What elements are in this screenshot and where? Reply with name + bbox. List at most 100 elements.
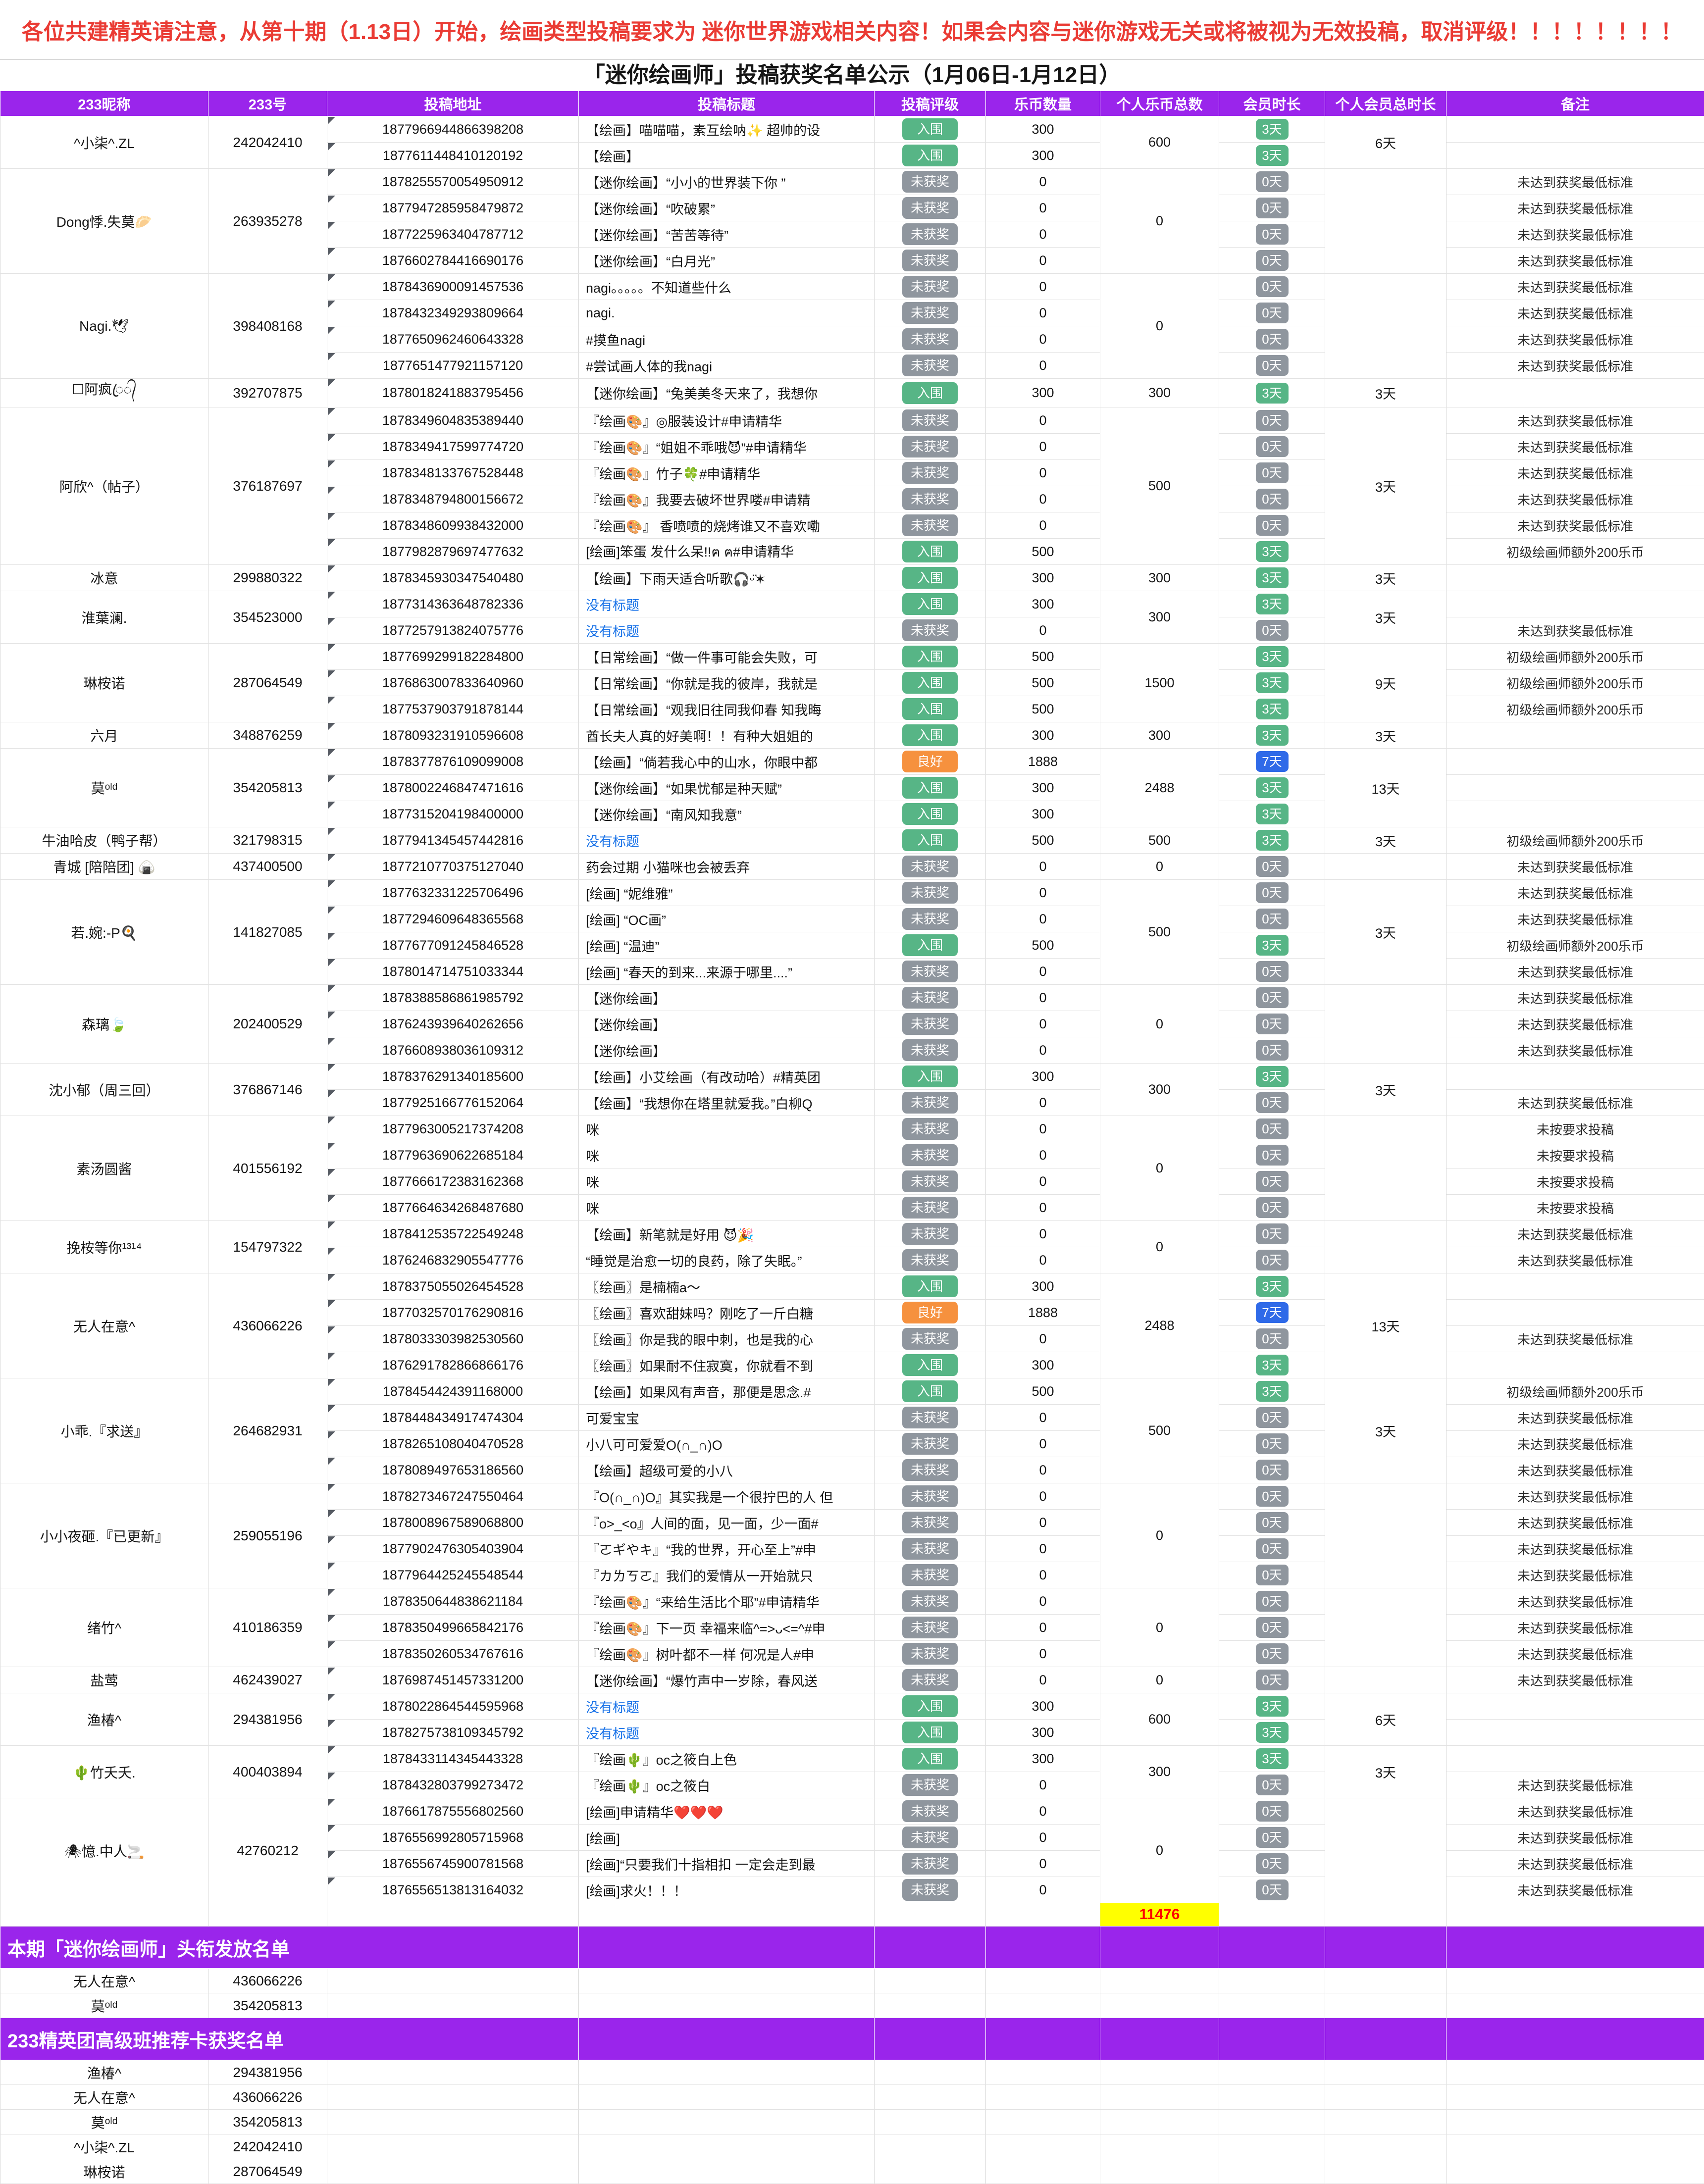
title-cell[interactable]: 『绘画🎨』竹子🍀#申请精华 <box>579 460 875 486</box>
remark-cell[interactable]: 初级绘画师额外200乐币 <box>1446 827 1704 854</box>
rating-cell[interactable]: 入围 <box>875 1378 986 1405</box>
total-member-days-cell[interactable] <box>1325 1221 1446 1273</box>
title-cell[interactable]: 【迷你绘画】“苦苦等待” <box>579 221 875 248</box>
winner-id-cell[interactable]: 287064549 <box>208 2159 327 2184</box>
address-cell[interactable]: 1877982879697477632 <box>327 539 579 565</box>
address-cell[interactable]: 1877925166776152064 <box>327 1090 579 1116</box>
remark-cell[interactable]: 未达到获奖最低标准 <box>1446 248 1704 274</box>
empty-cell[interactable] <box>986 2085 1100 2110</box>
empty-cell[interactable] <box>327 2134 579 2159</box>
title-cell[interactable]: 〖绘画〗如果耐不住寂寞，你就看不到 <box>579 1352 875 1378</box>
member-days-cell[interactable]: 0天 <box>1219 1116 1325 1142</box>
rating-cell[interactable]: 未获奖 <box>875 1195 986 1221</box>
address-cell[interactable]: 1876556513813164032 <box>327 1877 579 1903</box>
col-header-address[interactable]: 投稿地址 <box>327 91 579 116</box>
section-band-cell[interactable] <box>875 1927 986 1969</box>
title-cell[interactable]: 『ㄛギやキ』“我的世界，开心至上”#申 <box>579 1536 875 1562</box>
remark-cell[interactable]: 未达到获奖最低标准 <box>1446 1221 1704 1247</box>
user-id-cell[interactable]: 154797322 <box>208 1221 327 1273</box>
rating-cell[interactable]: 未获奖 <box>875 1510 986 1536</box>
section-band-cell[interactable] <box>579 1927 875 1969</box>
rating-cell[interactable]: 未获奖 <box>875 169 986 195</box>
address-cell[interactable]: 1877677091245846528 <box>327 932 579 959</box>
coins-cell[interactable]: 300 <box>986 801 1100 827</box>
rating-cell[interactable]: 未获奖 <box>875 195 986 221</box>
total-coins-cell[interactable]: 0 <box>1100 854 1219 880</box>
title-link-cell[interactable]: 没有标题 <box>579 617 875 644</box>
remark-cell[interactable]: 未按要求投稿 <box>1446 1195 1704 1221</box>
user-id-cell[interactable]: 437400500 <box>208 854 327 880</box>
total-member-days-cell[interactable]: 3天 <box>1325 379 1446 407</box>
address-cell[interactable]: 1877210770375127040 <box>327 854 579 880</box>
section-header-cell[interactable]: 本期「迷你绘画师」头衔发放名单 <box>0 1927 579 1969</box>
member-days-cell[interactable]: 0天 <box>1219 434 1325 460</box>
address-cell[interactable]: 1878432349293809664 <box>327 300 579 326</box>
coins-cell[interactable]: 300 <box>986 565 1100 591</box>
coins-cell[interactable]: 300 <box>986 775 1100 801</box>
col-header-remark[interactable]: 备注 <box>1446 91 1704 116</box>
rating-cell[interactable]: 入围 <box>875 1273 986 1300</box>
coins-cell[interactable]: 300 <box>986 591 1100 617</box>
nickname-cell[interactable]: 沈小郁（周三回） <box>0 1064 208 1116</box>
empty-cell[interactable] <box>986 1969 1100 1993</box>
remark-cell[interactable]: 未达到获奖最低标准 <box>1446 512 1704 539</box>
coins-cell[interactable]: 0 <box>986 1431 1100 1457</box>
member-days-cell[interactable]: 3天 <box>1219 696 1325 722</box>
rating-cell[interactable]: 未获奖 <box>875 1825 986 1851</box>
remark-cell[interactable]: 初级绘画师额外200乐币 <box>1446 539 1704 565</box>
address-cell[interactable]: 1878454424391168000 <box>327 1378 579 1405</box>
remark-cell[interactable]: 未达到获奖最低标准 <box>1446 617 1704 644</box>
title-cell[interactable]: 【绘画】“我想你在塔里就爱我。”白柳Q <box>579 1090 875 1116</box>
title-cell[interactable]: 【日常绘画】“观我旧往同我仰春 知我晦 <box>579 696 875 722</box>
address-cell[interactable]: 1878349417599774720 <box>327 434 579 460</box>
coins-cell[interactable]: 0 <box>986 1142 1100 1168</box>
address-cell[interactable]: 1878436900091457536 <box>327 274 579 300</box>
total-member-days-cell[interactable]: 3天 <box>1325 722 1446 749</box>
member-days-cell[interactable]: 0天 <box>1219 1641 1325 1667</box>
title-cell[interactable]: 咪 <box>579 1142 875 1168</box>
member-days-cell[interactable]: 0天 <box>1219 169 1325 195</box>
user-id-cell[interactable]: 202400529 <box>208 985 327 1064</box>
member-days-cell[interactable]: 0天 <box>1219 486 1325 512</box>
winner-nickname-cell[interactable]: 琳桉诺 <box>0 2159 208 2184</box>
member-days-cell[interactable]: 0天 <box>1219 326 1325 353</box>
remark-cell[interactable]: 未达到获奖最低标准 <box>1446 1562 1704 1588</box>
rating-cell[interactable]: 未获奖 <box>875 1536 986 1562</box>
title-cell[interactable]: 【迷你绘画】“如果忧郁是种天赋” <box>579 775 875 801</box>
coins-cell[interactable]: 500 <box>986 932 1100 959</box>
section-band-cell[interactable] <box>1325 2018 1446 2060</box>
empty-cell[interactable] <box>1219 2134 1325 2159</box>
empty-cell[interactable] <box>875 1903 986 1927</box>
member-days-cell[interactable]: 0天 <box>1219 1772 1325 1798</box>
title-cell[interactable]: 〖绘画〗喜欢甜妹吗？刚吃了一斤白糖 <box>579 1300 875 1326</box>
empty-cell[interactable] <box>1219 2085 1325 2110</box>
title-cell[interactable]: 【绘画】下雨天适合听歌🎧ᵕ̈✶ <box>579 565 875 591</box>
rating-cell[interactable]: 入围 <box>875 116 986 143</box>
coins-cell[interactable]: 0 <box>986 353 1100 379</box>
title-cell[interactable]: 『绘画🎨』“来给生活比个耶”#申请精华 <box>579 1588 875 1615</box>
address-cell[interactable]: 1877941345457442816 <box>327 827 579 854</box>
coins-cell[interactable]: 0 <box>986 1195 1100 1221</box>
winner-nickname-cell[interactable]: 渔椿^ <box>0 2060 208 2085</box>
grand-total-cell[interactable]: 11476 <box>1100 1903 1219 1927</box>
winner-nickname-cell[interactable]: 无人在意^ <box>0 1969 208 1993</box>
member-days-cell[interactable]: 0天 <box>1219 221 1325 248</box>
total-coins-cell[interactable]: 300 <box>1100 722 1219 749</box>
total-coins-cell[interactable]: 0 <box>1100 1798 1219 1903</box>
title-cell[interactable]: 〖绘画〗你是我的眼中刺，也是我的心 <box>579 1326 875 1352</box>
member-days-cell[interactable]: 0天 <box>1219 854 1325 880</box>
member-days-cell[interactable]: 0天 <box>1219 300 1325 326</box>
user-id-cell[interactable]: 264682931 <box>208 1378 327 1483</box>
remark-cell[interactable]: 未达到获奖最低标准 <box>1446 1405 1704 1431</box>
nickname-cell[interactable]: 阿欣^（帖子） <box>0 407 208 565</box>
user-id-cell[interactable]: 398408168 <box>208 274 327 379</box>
rating-cell[interactable]: 入围 <box>875 644 986 670</box>
coins-cell[interactable]: 1888 <box>986 749 1100 775</box>
address-cell[interactable]: 1878433114345443328 <box>327 1746 579 1772</box>
section-band-cell[interactable] <box>1100 1927 1219 1969</box>
remark-cell[interactable]: 未达到获奖最低标准 <box>1446 300 1704 326</box>
rating-cell[interactable]: 未获奖 <box>875 1221 986 1247</box>
total-member-days-cell[interactable]: 6天 <box>1325 1693 1446 1746</box>
address-cell[interactable]: 1876243939640262656 <box>327 1011 579 1037</box>
rating-cell[interactable]: 入围 <box>875 539 986 565</box>
